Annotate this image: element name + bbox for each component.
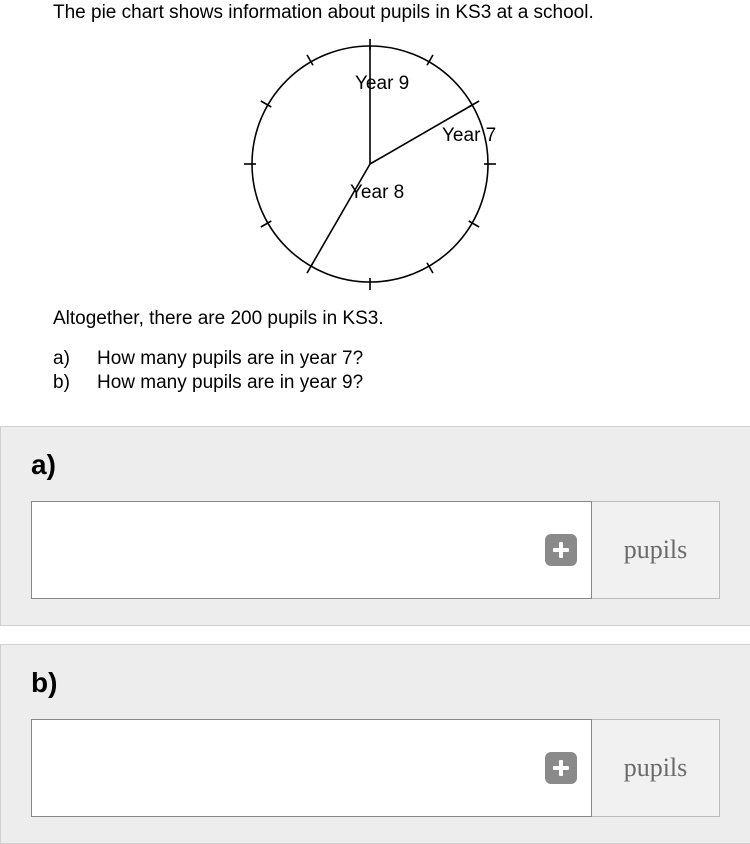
question-a-label: a) [53,348,73,370]
answer-b-label: b) [31,667,720,699]
svg-text:Year 9: Year 9 [355,73,409,94]
intro-text: The pie chart shows information about pu… [30,0,720,24]
answer-b-unit: pupils [592,719,720,817]
plus-icon[interactable] [545,534,577,566]
plus-icon[interactable] [545,752,577,784]
answer-block-a: a) pupils [0,426,750,626]
pie-chart-container: Year 9 Year 7 Year 8 [30,39,720,295]
answer-a-input[interactable] [31,501,592,599]
question-list: a) How many pupils are in year 7? b) How… [30,348,720,394]
pie-chart: Year 9 Year 7 Year 8 [220,39,520,295]
total-text: Altogether, there are 200 pupils in KS3. [30,308,720,330]
svg-text:Year 7: Year 7 [442,125,496,146]
svg-text:Year 8: Year 8 [350,182,404,203]
answer-a-label: a) [31,449,720,481]
question-b-text: How many pupils are in year 9? [97,372,363,394]
answer-b-row: pupils [31,719,720,817]
answer-b-input[interactable] [31,719,592,817]
answer-block-b: b) pupils [0,644,750,844]
answer-a-row: pupils [31,501,720,599]
question-b-label: b) [53,372,73,394]
question-a-text: How many pupils are in year 7? [97,348,363,370]
answer-a-unit: pupils [592,501,720,599]
question-b: b) How many pupils are in year 9? [53,372,720,394]
question-a: a) How many pupils are in year 7? [53,348,720,370]
